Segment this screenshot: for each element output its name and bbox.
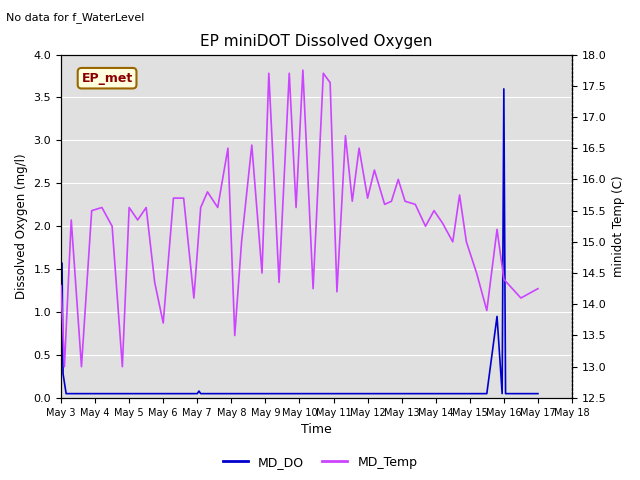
Text: EP_met: EP_met [81,72,132,84]
Text: No data for f_WaterLevel: No data for f_WaterLevel [6,12,145,23]
Y-axis label: minidot Temp (C): minidot Temp (C) [612,175,625,277]
Y-axis label: Dissolved Oxygen (mg/l): Dissolved Oxygen (mg/l) [15,154,28,299]
Title: EP miniDOT Dissolved Oxygen: EP miniDOT Dissolved Oxygen [200,34,433,49]
Legend: MD_DO, MD_Temp: MD_DO, MD_Temp [218,451,422,474]
X-axis label: Time: Time [301,423,332,436]
